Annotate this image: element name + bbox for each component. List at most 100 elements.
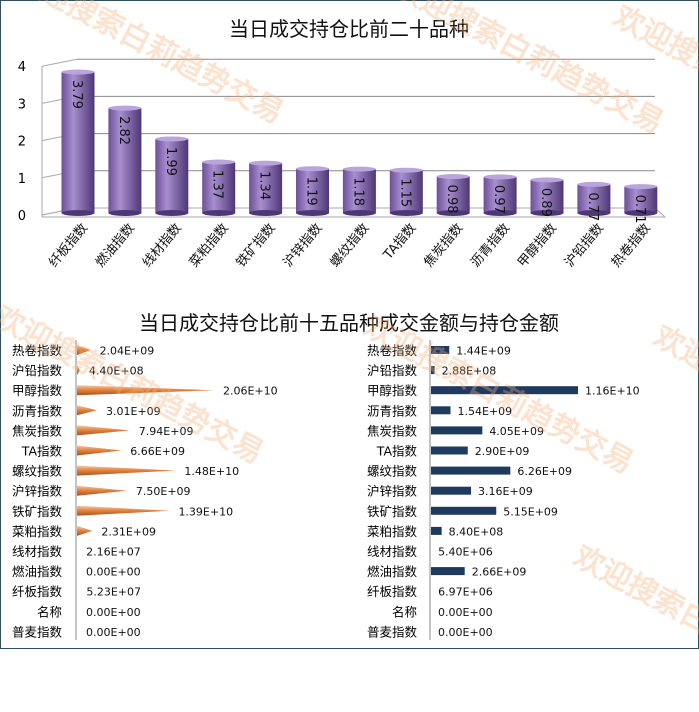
- x-tick-label: 线材指数: [140, 221, 185, 270]
- data-label: 0.77: [585, 192, 600, 221]
- cylinder-body: [483, 176, 517, 213]
- cylinder-base: [249, 210, 283, 216]
- x-tick-label: 沥青指数: [468, 221, 513, 270]
- data-label: 0.00E+00: [86, 626, 141, 639]
- bar: [61, 69, 95, 216]
- bar: [431, 366, 435, 375]
- cylinder-top: [530, 177, 564, 183]
- category-label: 沥青指数: [12, 403, 63, 418]
- data-label: 1.39E+10: [178, 505, 233, 518]
- cylinder-base: [483, 210, 517, 216]
- category-label: TA指数: [21, 444, 63, 459]
- data-label: 1.19: [304, 177, 319, 206]
- data-label: 1.48E+10: [184, 465, 239, 478]
- category-label: 铁矿指数: [12, 504, 63, 519]
- cylinder-base: [389, 210, 423, 216]
- data-label: 2.88E+08: [442, 365, 497, 378]
- category-label: 沪锌指数: [367, 484, 418, 499]
- cylinder-body: [436, 176, 470, 213]
- cylinder-top: [436, 174, 470, 180]
- y-tick-label: 4: [18, 60, 26, 75]
- bar: [431, 526, 442, 535]
- data-label: 5.40E+06: [438, 546, 493, 559]
- category-label: 普麦指数: [12, 624, 63, 639]
- cylinder-base: [61, 210, 95, 216]
- bar: [624, 184, 658, 216]
- bar: [431, 446, 468, 455]
- cone-bar: [77, 365, 80, 376]
- chart-canvas: 当日成交持仓比前二十品种 当日成交持仓比前十五品种成交金额与持仓金额 0 1 2 3 4…: [12, 17, 667, 640]
- category-label: 菜粕指数: [12, 524, 63, 539]
- x-tick-label: 焦炭指数: [421, 221, 466, 270]
- data-label: 0.00E+00: [86, 566, 141, 579]
- cylinder-base: [342, 210, 376, 216]
- cylinder-top: [389, 167, 423, 173]
- x-tick-label: 铁矿指数: [234, 221, 279, 270]
- y-tick-label: 1: [18, 172, 26, 187]
- bar: [202, 159, 236, 216]
- cylinder-top: [249, 160, 283, 166]
- cylinder-body: [389, 170, 423, 213]
- cylinder-body: [249, 163, 283, 213]
- data-label: 6.97E+06: [438, 586, 493, 599]
- gridline-side: [41, 58, 78, 67]
- y-tick-label: 0: [18, 209, 26, 224]
- cylinder-base: [624, 210, 658, 216]
- cylinder-top: [483, 174, 517, 180]
- category-label: 甲醇指数: [12, 383, 63, 398]
- data-label: 0.00E+00: [86, 606, 141, 619]
- cone-bar: [77, 525, 93, 536]
- x-tick-label: TA指数: [380, 221, 419, 263]
- category-label: 燃油指数: [12, 564, 63, 579]
- cylinder-body: [624, 186, 658, 213]
- data-label: 1.34: [257, 171, 272, 200]
- category-label: 线材指数: [12, 544, 63, 559]
- cylinder-top: [108, 105, 142, 111]
- cone-bar: [77, 485, 127, 496]
- data-label: 2.04E+09: [100, 345, 155, 358]
- category-label: 沪铅指数: [367, 363, 418, 378]
- category-label: 沪铅指数: [12, 363, 63, 378]
- category-label: 热卷指数: [367, 343, 418, 358]
- bar: [431, 486, 472, 495]
- bar: [431, 567, 465, 576]
- cylinder-body: [155, 138, 189, 213]
- data-label: 3.16E+09: [478, 485, 533, 498]
- bar: [249, 160, 283, 216]
- x-tick-label: 沪铅指数: [561, 220, 607, 270]
- bar: [296, 166, 329, 216]
- category-label: 纤板指数: [367, 584, 418, 599]
- cylinder-base: [577, 210, 611, 216]
- category-label: 焦炭指数: [12, 423, 63, 438]
- cylinder-base: [436, 210, 470, 216]
- category-label: TA指数: [376, 444, 418, 459]
- x-tick-label: 螺纹指数: [328, 221, 373, 270]
- data-label: 1.15: [397, 178, 412, 207]
- cylinder-base: [296, 210, 329, 216]
- cylinder-body: [296, 168, 329, 213]
- category-label: 热卷指数: [12, 343, 63, 358]
- data-label: 2.31E+09: [101, 525, 156, 538]
- data-label: 3.79: [69, 80, 84, 109]
- data-label: 0.00E+00: [438, 626, 493, 639]
- cone-bar: [77, 425, 130, 436]
- data-label: 5.15E+09: [503, 505, 558, 518]
- y-tick-label: 3: [18, 97, 26, 112]
- data-label: 5.23E+07: [86, 586, 141, 599]
- data-label: 7.50E+09: [136, 485, 191, 498]
- category-label: 名称: [37, 604, 62, 619]
- cylinder-body: [342, 169, 376, 213]
- x-tick-label: 纤板指数: [46, 221, 91, 270]
- bar: [431, 406, 451, 415]
- data-label: 7.94E+09: [139, 425, 194, 438]
- cylinder-body: [202, 162, 236, 213]
- y-tick-label: 2: [18, 135, 26, 150]
- data-label: 6.26E+09: [517, 465, 572, 478]
- cone-bar: [77, 405, 98, 416]
- cylinder-body: [108, 108, 142, 213]
- category-label: 菜粕指数: [367, 524, 418, 539]
- bar: [436, 174, 470, 216]
- cylinder-base: [530, 210, 564, 216]
- cone-bar: [77, 505, 170, 516]
- cone-bar: [77, 465, 176, 476]
